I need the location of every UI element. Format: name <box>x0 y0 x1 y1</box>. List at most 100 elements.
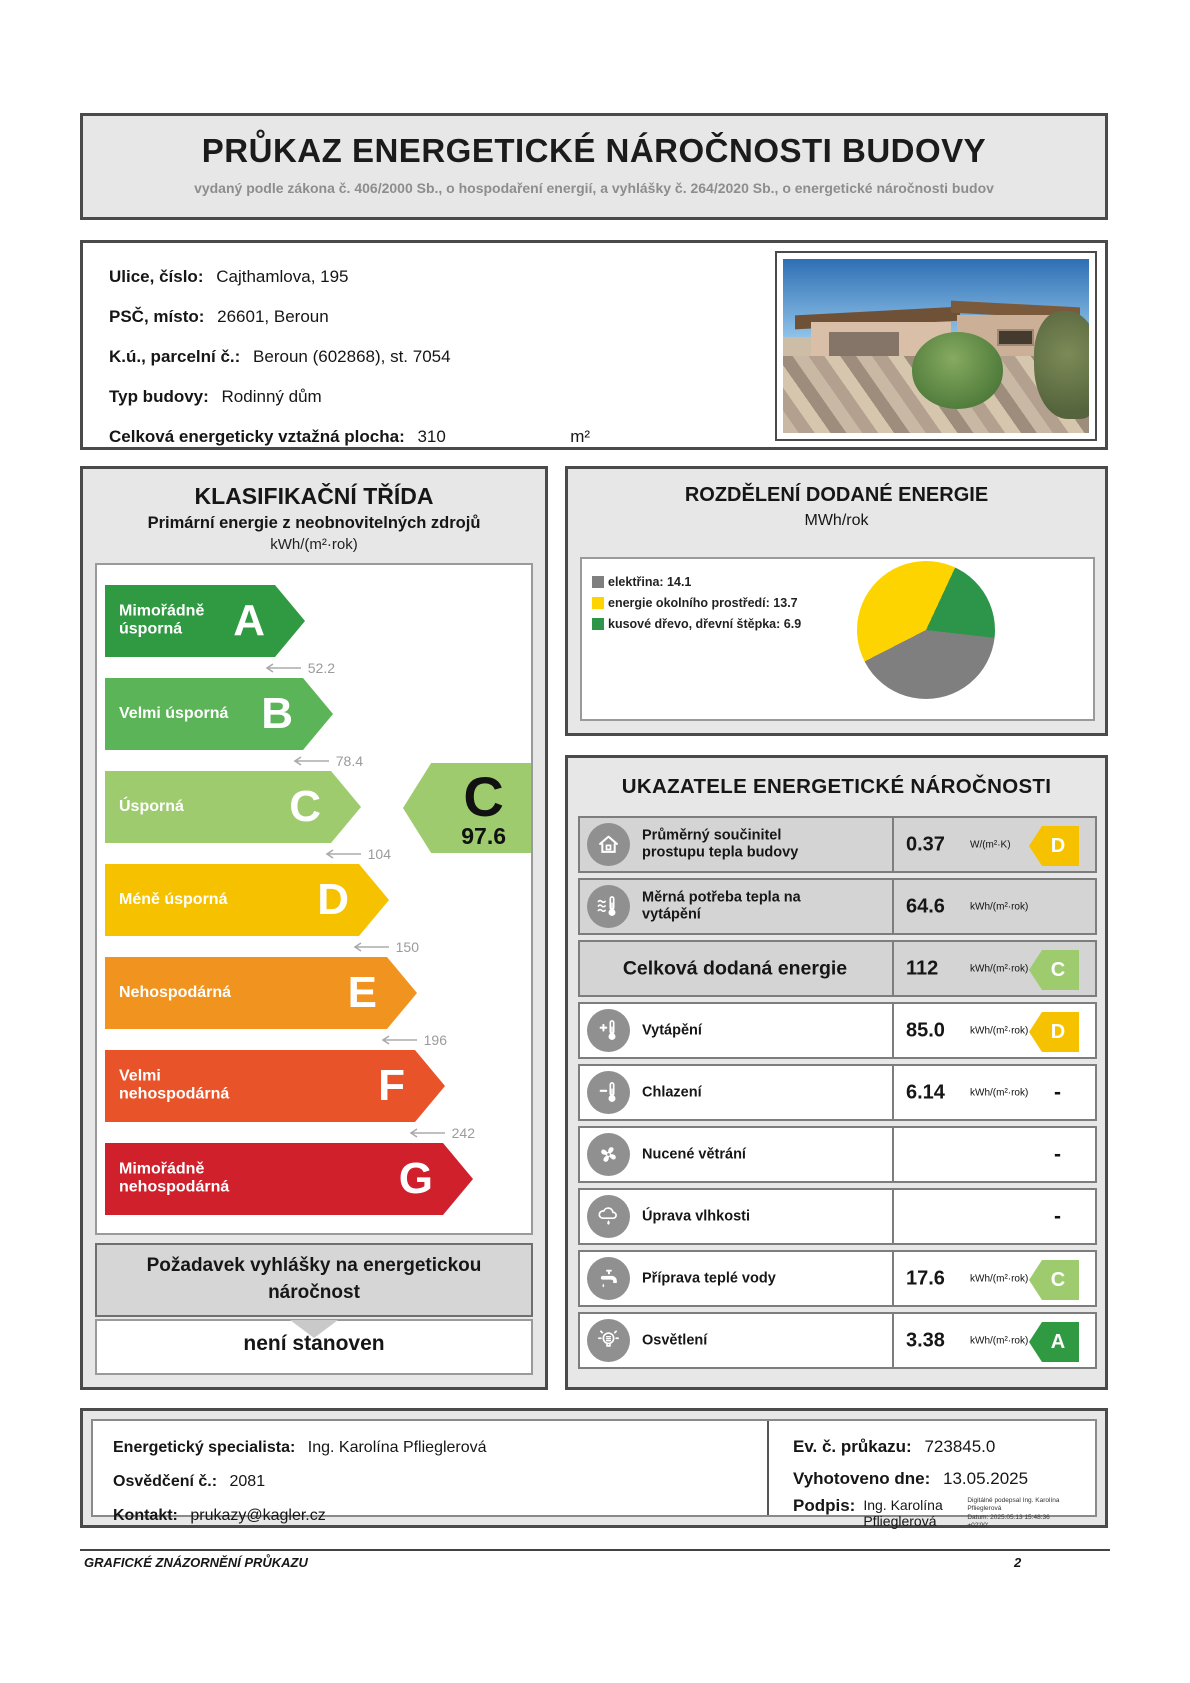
specialist-fields: Energetický specialista: Ing. Karolína P… <box>113 1431 487 1533</box>
field-label: Vyhotoveno dne: <box>793 1469 931 1488</box>
band-label: Mimořádně úsporná <box>119 602 205 638</box>
photo-bush <box>911 332 1004 409</box>
header-box: PRŮKAZ ENERGETICKÉ NÁROČNOSTI BUDOVY vyd… <box>80 113 1108 220</box>
left-arrow-icon <box>381 1035 417 1045</box>
class-badge: D <box>1029 1012 1079 1052</box>
band-c: Úsporná C <box>105 771 361 843</box>
building-info-box: Ulice, číslo: Cajthamlova, 195 PSČ, míst… <box>80 240 1108 450</box>
field-label: Podpis: <box>793 1496 856 1515</box>
legend-label: energie okolního prostředí: 13.7 <box>608 595 798 610</box>
threshold-value: 78.4 <box>335 753 363 769</box>
indicator-label: Chlazení <box>642 1083 702 1100</box>
building-fields: Ulice, číslo: Cajthamlova, 195 PSČ, míst… <box>109 257 590 457</box>
pie-legend: elektřina: 14.1 energie okolního prostře… <box>592 571 801 634</box>
field-building-type: Typ budovy: Rodinný dům <box>109 377 590 417</box>
indicator-label: Úprava vlhkosti <box>642 1207 750 1224</box>
field-label: Celková energeticky vztažná plocha: <box>109 427 405 446</box>
band-d: Méně úsporná D <box>105 864 389 936</box>
field-contact: Kontakt: prukazy@kagler.cz <box>113 1499 487 1533</box>
band-label: Mimořádně nehospodárná <box>119 1160 230 1196</box>
energy-distribution-box: ROZDĚLENÍ DODANÉ ENERGIE MWh/rok elektři… <box>565 466 1108 736</box>
field-label: K.ú., parcelní č.: <box>109 347 241 366</box>
threshold-marker: 242 <box>97 1124 475 1142</box>
band-label: Nehospodárná <box>119 983 232 1001</box>
indicator-value: 0.37 <box>906 833 945 855</box>
pie-chart-unit: MWh/rok <box>804 512 869 529</box>
photo-window <box>997 328 1034 346</box>
thermometer-waves-icon <box>587 885 630 928</box>
fan-icon <box>587 1133 630 1176</box>
indicator-unit: kWh/(m²·rok) <box>970 1025 1029 1036</box>
indicators-box: UKAZATELE ENERGETICKÉ NÁROČNOSTI Průměrn… <box>565 755 1108 1390</box>
indicator-row-cooling: Chlazení 6.14 kWh/(m²·rok) - <box>578 1064 1097 1121</box>
indicator-value: 112 <box>906 957 939 979</box>
page-title: PRŮKAZ ENERGETICKÉ NÁROČNOSTI BUDOVY <box>201 132 987 169</box>
band-letter: C <box>289 782 321 831</box>
class-badge: A <box>1029 1322 1079 1362</box>
indicator-value: 17.6 <box>906 1267 945 1289</box>
band-letter: G <box>398 1154 433 1203</box>
indicator-unit: kWh/(m²·rok) <box>970 1087 1029 1098</box>
left-arrow-icon <box>325 849 361 859</box>
field-unit: m² <box>570 427 591 446</box>
band-a: Mimořádně úsporná A <box>105 585 305 657</box>
field-label: Kontakt: <box>113 1507 178 1524</box>
bulb-icon <box>587 1319 630 1362</box>
legend-item: energie okolního prostředí: 13.7 <box>592 592 801 613</box>
indicator-label: Měrná potřeba tepla na vytápění <box>642 889 801 923</box>
result-class-content: C 97.6 <box>436 769 531 850</box>
field-value: Beroun (602868), st. 7054 <box>253 347 451 366</box>
requirement-box: Požadavek vyhlášky na energetickou nároč… <box>95 1243 533 1317</box>
indicator-row-hot-water: Příprava teplé vody 17.6 kWh/(m²·rok) C <box>578 1250 1097 1307</box>
band-b: Velmi úsporná B <box>105 678 333 750</box>
divider <box>892 818 894 871</box>
indicator-unit: kWh/(m²·rok) <box>970 901 1029 912</box>
divider <box>892 1128 894 1181</box>
field-specialist: Energetický specialista: Ing. Karolína P… <box>113 1431 487 1465</box>
band-letter: E <box>347 968 377 1017</box>
left-arrow-icon <box>409 1128 445 1138</box>
indicator-value: 6.14 <box>906 1081 945 1103</box>
indicator-unit: W/(m²·K) <box>970 839 1011 850</box>
result-class-letter: C <box>463 765 504 828</box>
footer-page-number: 2 <box>1014 1555 1022 1570</box>
pie-chart-panel: elektřina: 14.1 energie okolního prostře… <box>580 557 1095 721</box>
indicators-title: UKAZATELE ENERGETICKÉ NÁROČNOSTI <box>621 775 1052 798</box>
classification-title: KLASIFIKAČNÍ TŘÍDA <box>194 483 434 509</box>
indicator-unit: kWh/(m²·rok) <box>970 1273 1029 1284</box>
footer-rule <box>80 1549 1110 1551</box>
pie-chart <box>857 561 995 699</box>
classification-box: KLASIFIKAČNÍ TŘÍDA Primární energie z ne… <box>80 466 548 1390</box>
classification-scale: Mimořádně úsporná A 52.2 Velmi úsporná B… <box>95 563 533 1235</box>
chevron-down-icon <box>290 1320 338 1338</box>
indicator-row-total-energy: Celková dodaná energie 112 kWh/(m²·rok) … <box>578 940 1097 997</box>
field-label: Energetický specialista: <box>113 1439 296 1456</box>
indicator-unit: kWh/(m²·rok) <box>970 963 1029 974</box>
band-f: Velmi nehospodárná F <box>105 1050 445 1122</box>
legend-swatch <box>592 575 604 588</box>
threshold-marker: 150 <box>97 938 419 956</box>
field-value: 13.05.2025 <box>943 1469 1029 1488</box>
divider <box>767 1421 769 1515</box>
photo-shrub <box>1033 311 1089 420</box>
indicator-label: Osvětlení <box>642 1331 708 1348</box>
field-label: Typ budovy: <box>109 387 209 406</box>
threshold-value: 242 <box>451 1125 475 1141</box>
result-class-arrow: C 97.6 <box>403 763 531 853</box>
indicator-value: 3.38 <box>906 1329 945 1351</box>
cloud-humidity-icon <box>587 1195 630 1238</box>
house-icon <box>587 823 630 866</box>
page-subtitle: vydaný podle zákona č. 406/2000 Sb., o h… <box>194 180 994 196</box>
field-label: Osvědčení č.: <box>113 1473 218 1490</box>
legend-item: kusové dřevo, dřevní štěpka: 6.9 <box>592 613 801 634</box>
indicator-label: Nucené větrání <box>642 1145 746 1162</box>
field-label: Ev. č. průkazu: <box>793 1437 912 1456</box>
legend-swatch <box>592 617 604 630</box>
field-value: prukazy@kagler.cz <box>190 1507 326 1524</box>
indicator-row-humidity: Úprava vlhkosti - <box>578 1188 1097 1245</box>
threshold-value: 196 <box>423 1032 447 1048</box>
faucet-icon <box>587 1257 630 1300</box>
divider <box>892 880 894 933</box>
band-label: Velmi nehospodárná <box>119 1067 230 1103</box>
